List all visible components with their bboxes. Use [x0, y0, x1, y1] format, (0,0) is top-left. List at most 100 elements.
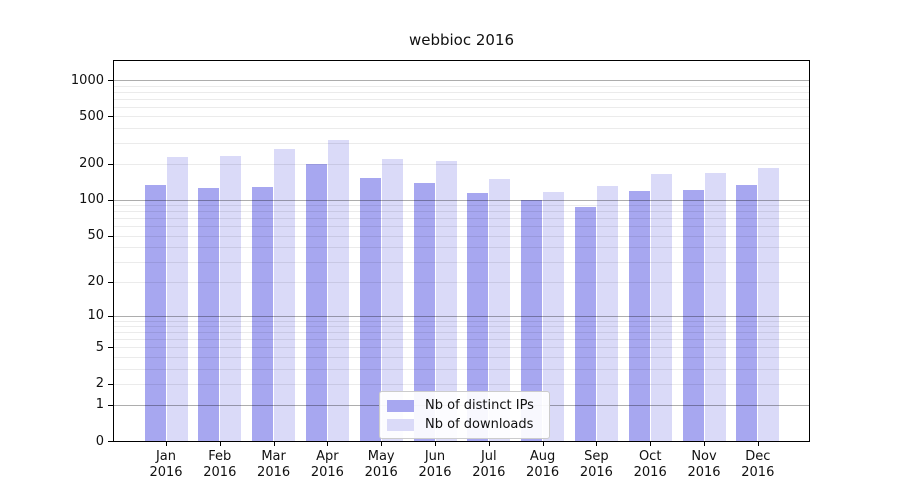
bar-downloads: [758, 168, 780, 441]
minor-gridline: [114, 205, 809, 207]
y-tick-label: 1000: [70, 72, 104, 88]
bar-distinct-ips: [359, 178, 381, 441]
y-tick-label: 50: [87, 228, 104, 244]
x-tick-label: Dec 2016: [741, 449, 775, 480]
y-tick-mark: [108, 80, 113, 81]
minor-gridline: [114, 326, 809, 328]
minor-gridline: [114, 368, 809, 370]
x-tick-mark: [166, 442, 167, 446]
bar-distinct-ips: [198, 188, 220, 441]
x-tick-label: Jul 2016: [472, 449, 506, 480]
bar-distinct-ips: [467, 193, 489, 441]
bar-downloads: [435, 160, 457, 441]
x-tick-mark: [650, 442, 652, 446]
bar-downloads: [381, 159, 403, 441]
y-tick-mark: [108, 116, 113, 118]
x-tick-mark: [219, 442, 221, 446]
minor-gridline: [114, 320, 809, 322]
x-tick-mark: [381, 442, 383, 446]
minor-gridline: [114, 142, 809, 144]
x-tick-mark: [596, 442, 598, 446]
minor-gridline: [114, 347, 809, 349]
bar-downloads: [274, 148, 296, 441]
major-gridline: [114, 80, 809, 81]
x-tick-mark: [704, 442, 705, 446]
x-tick-label: Jun 2016: [418, 449, 452, 480]
minor-gridline: [114, 116, 809, 118]
x-tick-label: Jan 2016: [149, 449, 183, 480]
bar-distinct-ips: [574, 207, 596, 441]
plot-area: [113, 60, 810, 442]
major-gridline: [114, 199, 809, 201]
minor-gridline: [114, 226, 809, 228]
x-tick-label: Feb 2016: [203, 449, 237, 480]
y-tick-label: 1: [95, 397, 104, 413]
y-tick-mark: [108, 281, 113, 283]
y-tick-mark: [108, 441, 113, 442]
minor-gridline: [114, 211, 809, 213]
bar-distinct-ips: [305, 163, 327, 441]
bar-distinct-ips: [144, 184, 166, 441]
x-tick-mark: [488, 442, 490, 446]
minor-gridline: [114, 235, 809, 237]
y-tick-mark: [108, 235, 113, 237]
minor-gridline: [114, 106, 809, 108]
chart-title: webbioc 2016: [408, 31, 515, 49]
bar-downloads: [489, 178, 511, 441]
legend-label: Nb of downloads: [425, 417, 534, 432]
x-tick-label: Sep 2016: [579, 449, 613, 480]
legend-label: Nb of distinct IPs: [425, 398, 534, 413]
y-tick-label: 20: [87, 274, 104, 290]
legend: Nb of distinct IPs Nb of downloads: [379, 391, 550, 439]
y-tick-label: 500: [79, 108, 104, 124]
minor-gridline: [114, 85, 809, 87]
legend-item-distinct-ips: Nb of distinct IPs: [387, 396, 549, 415]
bar-downloads: [596, 186, 618, 441]
minor-gridline: [114, 247, 809, 248]
minor-gridline: [114, 356, 809, 358]
y-tick-mark: [108, 347, 113, 349]
minor-gridline: [114, 127, 809, 129]
bar-downloads: [650, 173, 672, 441]
y-tick-label: 0: [95, 433, 104, 449]
x-tick-label: Nov 2016: [687, 449, 721, 480]
minor-gridline: [114, 339, 809, 341]
x-tick-mark: [273, 442, 275, 446]
bar-downloads: [327, 139, 349, 441]
y-tick-label: 200: [79, 156, 104, 172]
minor-gridline: [114, 332, 809, 334]
bar-distinct-ips: [521, 199, 543, 441]
bar-distinct-ips: [252, 187, 274, 441]
x-tick-mark: [327, 442, 329, 446]
bar-downloads: [704, 173, 726, 441]
y-tick-mark: [108, 199, 113, 201]
x-tick-mark: [757, 442, 759, 446]
distinct-ips-swatch-icon: [387, 399, 414, 412]
y-tick-label: 2: [95, 376, 104, 392]
y-tick-label: 10: [87, 308, 104, 324]
y-tick-mark: [108, 163, 113, 165]
minor-gridline: [114, 383, 809, 385]
bar-downloads: [166, 157, 188, 441]
y-tick-mark: [108, 404, 113, 406]
x-tick-mark: [435, 442, 436, 446]
bar-downloads: [543, 192, 565, 441]
downloads-swatch-icon: [387, 418, 414, 431]
minor-gridline: [114, 261, 809, 263]
x-tick-label: Apr 2016: [310, 449, 344, 480]
x-tick-mark: [542, 442, 544, 446]
bar-distinct-ips: [736, 184, 758, 441]
x-tick-label: Mar 2016: [257, 449, 291, 480]
y-tick-mark: [108, 383, 113, 385]
bar-distinct-ips: [682, 190, 704, 441]
x-tick-label: Aug 2016: [526, 449, 560, 480]
bar-distinct-ips: [413, 182, 435, 441]
y-tick-mark: [108, 315, 113, 317]
minor-gridline: [114, 163, 809, 165]
bar-downloads: [220, 155, 242, 441]
legend-item-downloads: Nb of downloads: [387, 415, 549, 434]
x-tick-label: Oct 2016: [633, 449, 667, 480]
x-tick-label: May 2016: [364, 449, 398, 480]
minor-gridline: [114, 218, 809, 220]
